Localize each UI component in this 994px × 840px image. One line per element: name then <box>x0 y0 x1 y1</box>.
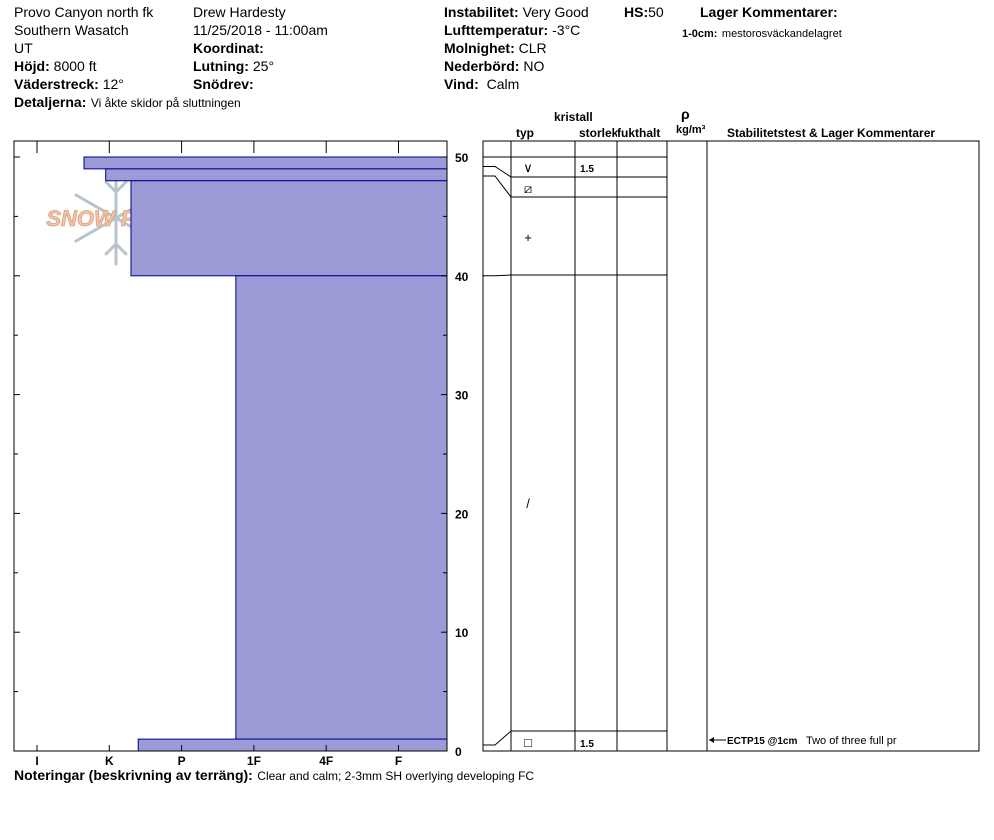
aspect-label: Väderstreck: <box>14 76 99 92</box>
depth-connector <box>483 274 512 277</box>
airtemp-value: -3°C <box>552 22 581 38</box>
precip-label: Nederbörd: <box>444 58 520 74</box>
observation-datetime: 11/25/2018 - 11:00am <box>193 22 328 38</box>
slope-value: 25° <box>252 58 275 74</box>
hs-value: 50 <box>648 4 664 20</box>
col-header-fukthalt: fukthalt <box>617 126 661 140</box>
details-row: Detaljerna: Vi åkte skidor på sluttninge… <box>14 94 241 112</box>
grain-type-symbol: ∨ <box>523 160 533 175</box>
airtemp-row: Lufttemperatur: -3°C <box>444 22 580 38</box>
y-tick-label: 20 <box>455 507 469 521</box>
grain-size-value: 1.5 <box>580 164 594 175</box>
hardness-layer <box>83 156 448 170</box>
hardness-layer <box>105 168 448 182</box>
y-tick-label: 30 <box>455 389 469 403</box>
grain-type-symbol: / <box>526 496 530 511</box>
layer-comment-row: 1-0cm: mestorosväckandelagret <box>682 24 842 42</box>
stability-label: Instabilitet: <box>444 4 519 20</box>
wind-label: Vind: <box>444 76 479 92</box>
profile-frame-border <box>13 140 448 752</box>
col-header-stability: Stabilitetstest & Lager Kommentarer <box>727 126 936 140</box>
test-result-arrowhead <box>709 737 714 743</box>
notes-text: Clear and calm; 2-3mm SH overlying devel… <box>257 769 535 783</box>
hs-label: HS: <box>624 4 649 20</box>
col-header-kristall: kristall <box>554 110 593 124</box>
details-value: Vi åkte skidor på sluttningen <box>90 96 241 110</box>
notes-label: Noteringar (beskrivning av terräng): <box>14 767 253 783</box>
depth-connector <box>483 166 512 178</box>
hardness-label: P <box>178 754 186 768</box>
elevation-row: Höjd: 8000 ft <box>14 58 96 74</box>
test-result-text: Two of three full pr <box>806 735 897 747</box>
wind-row: Vind: Calm <box>444 76 519 92</box>
mountain-range: Southern Wasatch <box>14 22 129 38</box>
wind-value: Calm <box>486 76 520 92</box>
aspect-value: 12° <box>102 76 124 92</box>
location-name: Provo Canyon north fk <box>14 4 154 20</box>
layer-comment-range: 1-0cm: <box>682 28 718 40</box>
grain-type-symbol: ⧄ <box>524 181 532 196</box>
stability-value: Very Good <box>522 4 589 20</box>
test-result-code: ECTP15 @1cm <box>727 736 797 747</box>
grain-size-value: 1.5 <box>580 739 594 750</box>
grain-type-symbol: □ <box>524 735 532 750</box>
cloud-value: CLR <box>518 40 547 56</box>
hardness-label: 1F <box>247 754 261 768</box>
hardness-label: I <box>35 754 38 768</box>
hardness-layer <box>130 180 448 277</box>
notes-row: Noteringar (beskrivning av terräng): Cle… <box>14 767 534 785</box>
details-label: Detaljerna: <box>14 94 87 110</box>
col-header-rho: ρ <box>681 106 690 122</box>
col-header-storlek: storlek <box>579 126 617 140</box>
elevation-value: 8000 ft <box>53 58 97 74</box>
y-tick-label: 0 <box>455 745 462 759</box>
observer-name: Drew Hardesty <box>193 4 286 20</box>
snowdrift-row: Snödrev: <box>193 76 254 92</box>
slope-row: Lutning: 25° <box>193 58 274 74</box>
hardness-label: K <box>105 754 114 768</box>
state: UT <box>14 40 33 56</box>
col-header-typ: typ <box>516 126 534 140</box>
precip-value: NO <box>523 58 545 74</box>
hardness-label: F <box>395 754 402 768</box>
hardness-layer <box>235 275 448 740</box>
depth-connector <box>483 175 512 198</box>
stability-row: Instabilitet: Very Good <box>444 4 589 20</box>
col-header-density-unit: kg/m³ <box>676 124 706 136</box>
layer-comment-text: mestorosväckandelagret <box>721 28 842 40</box>
depth-connector <box>483 730 512 746</box>
y-tick-label: 50 <box>455 151 469 165</box>
y-tick-label: 10 <box>455 626 469 640</box>
cloud-row: Molnighet: CLR <box>444 40 547 56</box>
grain-type-symbol: + <box>524 230 532 245</box>
coordinate-label: Koordinat: <box>193 40 264 56</box>
hardness-layer <box>137 738 448 752</box>
layer-table-border <box>482 140 980 752</box>
cloud-label: Molnighet: <box>444 40 515 56</box>
hardness-label: 4F <box>319 754 333 768</box>
airtemp-label: Lufttemperatur: <box>444 22 549 38</box>
y-tick-label: 40 <box>455 270 469 284</box>
aspect-row: Väderstreck: 12° <box>14 76 124 92</box>
coordinate-row: Koordinat: <box>193 40 264 56</box>
snowdrift-label: Snödrev: <box>193 76 254 92</box>
layer-comments-title: Lager Kommentarer: <box>700 4 838 20</box>
slope-label: Lutning: <box>193 58 249 74</box>
precip-row: Nederbörd: NO <box>444 58 544 74</box>
hs-row: HS:50 <box>624 4 664 20</box>
elevation-label: Höjd: <box>14 58 50 74</box>
